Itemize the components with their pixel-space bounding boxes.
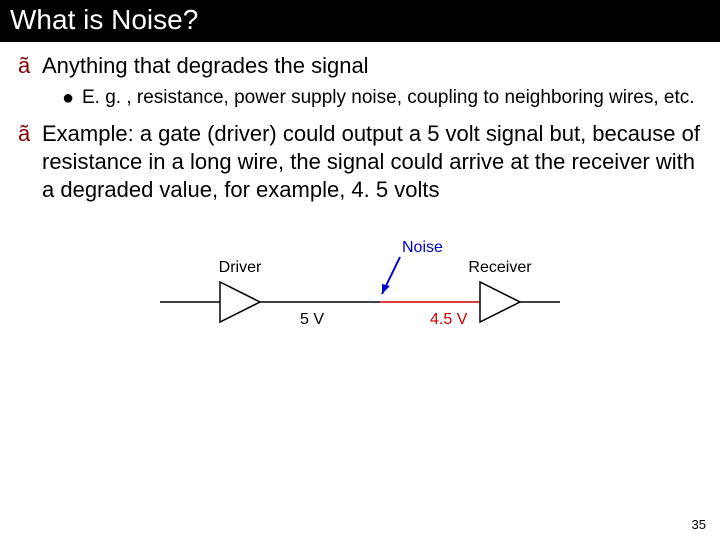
receiver-label: Receiver [468,259,532,276]
driver-label: Driver [219,259,262,276]
bullet-text: Example: a gate (driver) could output a … [42,120,702,204]
noise-diagram: Driver Receiver Noise 5 V 4.5 V [150,232,570,352]
bullet-text: Anything that degrades the signal [42,52,702,80]
sub-bullet-marker: ● [62,86,82,110]
vin-label: 4.5 V [430,311,468,328]
noise-arrow-head-icon [382,284,390,294]
slide-title-bar: What is Noise? [0,0,720,42]
sub-bullet-item: ● E. g. , resistance, power supply noise… [62,86,702,110]
slide-content: ã Anything that degrades the signal ● E.… [0,42,720,352]
vout-label: 5 V [300,311,324,328]
receiver-gate-icon [480,282,520,322]
bullet-item: ã Anything that degrades the signal [18,52,702,80]
diagram-container: Driver Receiver Noise 5 V 4.5 V [18,232,702,352]
sub-bullet-text: E. g. , resistance, power supply noise, … [82,86,702,110]
driver-gate-icon [220,282,260,322]
noise-label: Noise [402,239,443,256]
bullet-marker: ã [18,52,42,80]
page-number: 35 [692,517,706,532]
slide-title: What is Noise? [10,4,198,35]
bullet-item: ã Example: a gate (driver) could output … [18,120,702,204]
bullet-marker: ã [18,120,42,148]
